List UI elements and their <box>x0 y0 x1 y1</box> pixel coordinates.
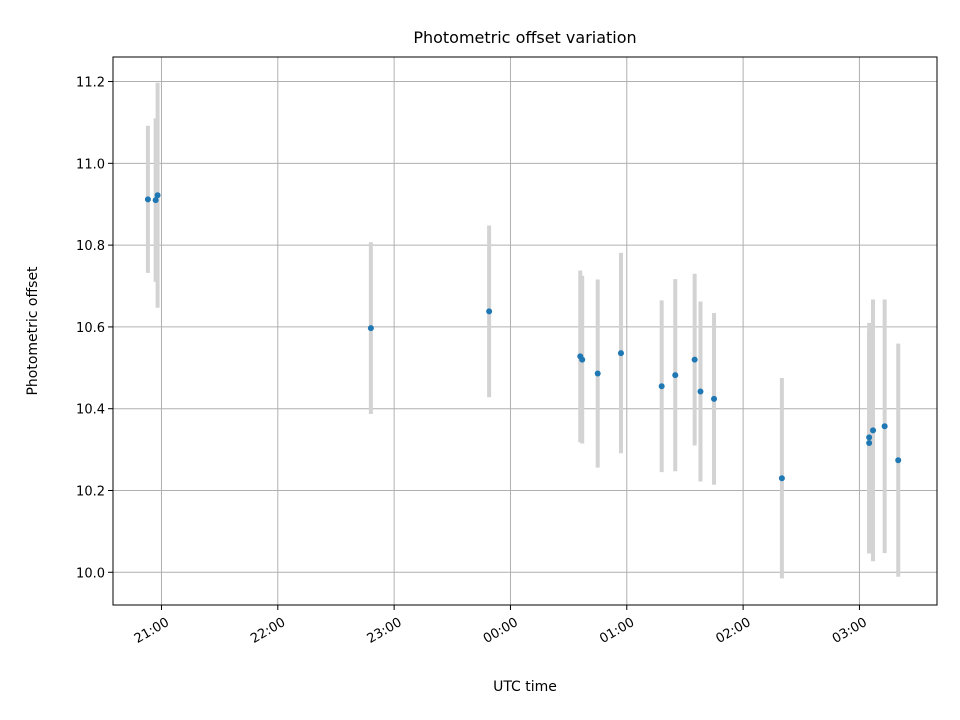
data-point <box>579 356 586 363</box>
data-point <box>617 350 624 357</box>
data-point <box>778 475 785 482</box>
y-tick-label: 10.8 <box>76 239 105 254</box>
y-tick-label: 10.6 <box>76 321 105 336</box>
data-point <box>697 388 704 395</box>
y-tick-label: 10.2 <box>76 484 105 499</box>
x-axis-label: UTC time <box>493 679 557 695</box>
data-point <box>866 440 873 447</box>
data-point <box>486 308 493 315</box>
y-tick-label: 10.4 <box>76 403 105 418</box>
data-point <box>594 370 601 377</box>
data-point <box>870 427 877 434</box>
data-point <box>154 192 161 199</box>
data-point <box>367 325 374 332</box>
grid <box>113 57 937 605</box>
y-tick-label: 10.0 <box>76 566 105 581</box>
data-point <box>866 434 873 441</box>
chart-title: Photometric offset variation <box>413 28 636 47</box>
plot-frame <box>112 56 938 606</box>
data-points <box>144 192 902 482</box>
y-tick-label: 11.2 <box>76 76 105 91</box>
data-point <box>658 383 665 390</box>
data-point <box>144 196 151 203</box>
data-point <box>895 457 902 464</box>
y-axis-ticks: 10.0 10.2 10.4 10.6 10.8 11.0 11.2 <box>76 76 113 581</box>
data-point <box>881 423 888 430</box>
y-axis-label: Photometric offset <box>25 266 41 396</box>
data-point <box>152 197 159 204</box>
data-point <box>672 372 679 379</box>
data-point <box>711 395 718 402</box>
y-tick-label: 11.0 <box>76 157 105 172</box>
data-point <box>691 356 698 363</box>
